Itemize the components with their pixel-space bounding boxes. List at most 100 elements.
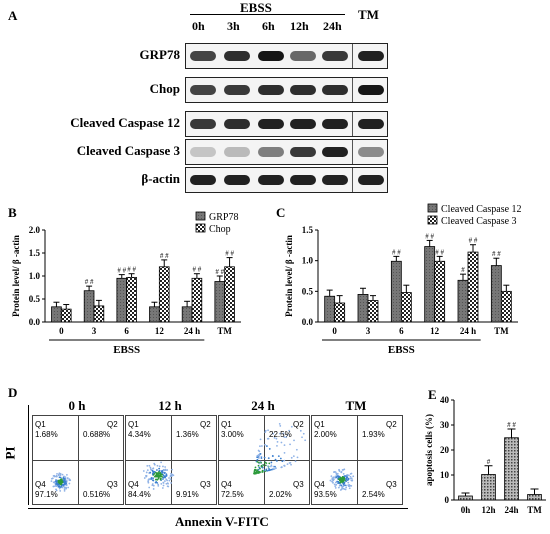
cell-dot (162, 465, 164, 468)
cell-dot (156, 474, 159, 477)
lane-label-1: 3h (227, 19, 240, 33)
cell-dot (348, 487, 351, 490)
cell-dot (267, 457, 270, 460)
lane-label-0: 0h (192, 19, 205, 33)
x-tick-label: 6 (399, 326, 404, 336)
cell-dot (292, 455, 295, 458)
cell-dot (57, 480, 60, 483)
bar (424, 246, 436, 323)
significance-mark: # # (85, 278, 94, 286)
quadrant-label: Q3 (386, 480, 397, 489)
significance-mark: # # (469, 237, 478, 245)
cell-dot (270, 461, 273, 464)
y-tick-label: 0 (445, 495, 450, 505)
cell-dot (264, 443, 266, 446)
cell-dot (152, 484, 155, 487)
y-axis-label: Protein level/ β -actin (11, 235, 21, 317)
blot-band (358, 119, 384, 129)
blot-band (190, 175, 216, 185)
cell-dot (167, 482, 169, 485)
cell-dot (162, 478, 164, 480)
cell-dot (53, 485, 56, 488)
cell-dot (286, 433, 289, 436)
cell-dot (147, 479, 150, 481)
cell-dot (264, 461, 267, 464)
legend-label: Cleaved Caspase 12 (441, 204, 522, 215)
cell-dot (279, 432, 281, 435)
blot-band (224, 175, 250, 185)
quadrant-label: Q3 (107, 480, 118, 489)
cell-dot (154, 481, 157, 484)
blot-row-label: β-actin (141, 171, 180, 186)
y-axis-label: apoptosis cells (%) (424, 414, 434, 486)
cell-dot (256, 469, 259, 472)
cell-dot (259, 445, 261, 448)
flow-plot: Q1 1.68% Q2 0.688% Q3 0.516% Q4 97.1% (32, 415, 124, 505)
blot-divider (352, 140, 353, 164)
cell-dot (58, 485, 61, 488)
cell-cloud (329, 468, 355, 491)
cell-dot (64, 476, 67, 479)
cell-dot (329, 479, 332, 482)
cell-dot (261, 445, 263, 447)
cell-cloud (142, 461, 175, 490)
bar (434, 260, 446, 323)
cell-dot (146, 469, 149, 471)
blot-band (190, 51, 216, 61)
cell-dot (283, 436, 286, 438)
lane-label-4: 24h (323, 19, 342, 33)
x-tick-label: TM (494, 326, 509, 336)
bar (467, 251, 479, 323)
flow-plot: Q1 3.00% Q2 22.5% Q3 2.02% Q4 72.5% (218, 415, 310, 505)
significance-mark: # # (117, 267, 126, 275)
cell-dot (350, 472, 353, 475)
blot-row-label: Cleaved Caspase 3 (76, 143, 180, 158)
quadrant-label: Q2 (293, 420, 304, 429)
bar (60, 308, 72, 323)
cell-dot (170, 482, 172, 484)
x-tick-label: 3 (92, 326, 97, 336)
cell-dot (258, 453, 260, 456)
x-tick-label: 0h (461, 505, 471, 515)
blot-band (322, 51, 348, 61)
cell-dot (63, 488, 66, 491)
cell-dot (161, 487, 164, 489)
cell-dot (283, 459, 286, 462)
bar (51, 306, 62, 323)
cell-dot (66, 477, 69, 480)
cell-dot (164, 466, 167, 468)
cell-dot (342, 477, 344, 479)
cell-dot (157, 472, 160, 475)
bar (324, 295, 336, 323)
pi-axis-label: PI (2, 446, 18, 460)
cell-dot (148, 478, 151, 481)
cell-dot (335, 481, 337, 484)
cell-dot (149, 468, 152, 470)
cell-dot (145, 475, 148, 478)
cell-dot (148, 464, 151, 467)
cell-dot (158, 471, 160, 473)
cell-dot (349, 477, 351, 480)
cell-dot (153, 463, 156, 466)
cell-dot (50, 480, 53, 483)
quadrant-percent: 0.516% (83, 490, 111, 499)
cell-dot (293, 439, 295, 442)
blot-band (322, 175, 348, 185)
cell-dot (274, 458, 277, 461)
y-tick-label: 0.5 (302, 286, 314, 296)
cell-dot (273, 436, 276, 439)
cell-dot (152, 488, 155, 490)
bar (83, 290, 95, 323)
blot-row-label: Chop (149, 81, 180, 96)
cell-dot (60, 483, 62, 486)
cell-dot (142, 470, 145, 472)
cell-dot (330, 475, 333, 477)
cell-dot (167, 485, 170, 488)
cell-dot (285, 436, 288, 439)
cell-dot (56, 472, 58, 475)
cell-dot (339, 481, 342, 484)
cell-dot (163, 471, 166, 474)
cell-dot (338, 475, 341, 478)
cell-dot (339, 489, 342, 491)
cell-dot (282, 432, 285, 435)
